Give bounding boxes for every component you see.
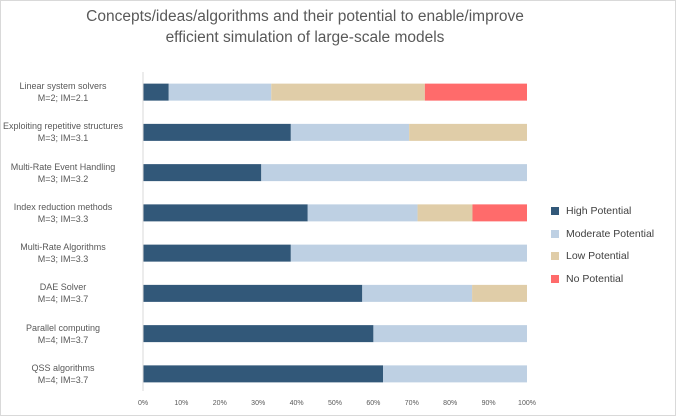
- category-label: Parallel computing M=4; IM=3.7: [0, 322, 133, 346]
- x-tick-label: 80%: [443, 400, 458, 407]
- legend-swatch: [551, 252, 559, 261]
- category-stats: M=4; IM=3.7: [37, 374, 89, 385]
- legend-swatch: [551, 274, 559, 283]
- legend-item: No Potential: [551, 268, 654, 291]
- bar-segment-high-potential-3: [143, 204, 308, 222]
- bar-segment-moderate-potential-0: [168, 83, 272, 101]
- x-tick-label: 10%: [174, 400, 189, 407]
- category-stats: M=3; IM=3.2: [37, 173, 89, 184]
- x-tick-label: 70%: [404, 400, 419, 407]
- legend-item: High Potential: [551, 200, 654, 223]
- bar-segment-low-potential-1: [409, 123, 527, 141]
- category-stats: M=4; IM=3.7: [37, 294, 89, 305]
- category-stats: M=2; IM=2.1: [37, 93, 89, 104]
- bar-segment-high-potential-0: [143, 83, 169, 101]
- category-name: Linear system solvers: [19, 81, 107, 92]
- x-tick-label: 60%: [366, 400, 381, 407]
- bar-segment-moderate-potential-7: [383, 365, 527, 383]
- bar-segment-moderate-potential-5: [362, 284, 473, 302]
- x-tick-label: 40%: [289, 400, 304, 407]
- legend-label: Low Potential: [566, 250, 630, 263]
- x-tick-label: 20%: [212, 400, 227, 407]
- category-name: Index reduction methods: [13, 201, 113, 212]
- category-label: Index reduction methods M=3; IM=3.3: [0, 201, 133, 225]
- bar-segment-low-potential-3: [417, 204, 473, 222]
- x-tick-label: 30%: [251, 400, 266, 407]
- category-label: DAE Solver M=4; IM=3.7: [0, 281, 133, 305]
- category-label: QSS algorithms M=4; IM=3.7: [0, 362, 133, 386]
- legend-item: Low Potential: [551, 245, 654, 268]
- bar-segment-high-potential-6: [143, 325, 374, 343]
- bar-segment-moderate-potential-4: [290, 244, 527, 262]
- x-tick-label: 50%: [327, 400, 342, 407]
- category-label: Exploiting repetitive structures M=3; IM=…: [0, 120, 133, 144]
- category-stats: M=3; IM=3.3: [37, 254, 89, 265]
- x-tick-label: 0%: [137, 400, 149, 407]
- legend-swatch: [551, 229, 559, 238]
- chart-title: Concepts/ideas/algorithms and their pote…: [86, 8, 524, 46]
- bar-segment-high-potential-5: [143, 284, 363, 302]
- category-stats: M=3; IM=3.1: [37, 133, 89, 144]
- bar-segment-no-potential-0: [424, 83, 527, 101]
- category-name: Multi-Rate Algorithms: [20, 242, 106, 253]
- bar-segment-moderate-potential-3: [307, 204, 418, 222]
- legend-swatch: [551, 207, 559, 216]
- category-name: Parallel computing: [25, 322, 101, 333]
- x-tick-label: 90%: [481, 400, 496, 407]
- category-label: Multi-Rate Event Handling M=3; IM=3.2: [0, 161, 133, 185]
- bar-segment-low-potential-5: [472, 284, 527, 302]
- category-name: Multi-Rate Event Handling: [10, 161, 116, 172]
- bar-segment-high-potential-7: [143, 365, 383, 383]
- category-stats: M=3; IM=3.3: [37, 213, 89, 224]
- x-tick-label: 100%: [518, 400, 536, 407]
- bar-segment-high-potential-4: [143, 244, 291, 262]
- category-stats: M=4; IM=3.7: [37, 334, 89, 345]
- bar-segment-moderate-potential-2: [261, 164, 527, 182]
- category-name: DAE Solver: [39, 282, 87, 293]
- category-label: Multi-Rate Algorithms M=3; IM=3.3: [0, 241, 133, 265]
- legend-label: No Potential: [566, 272, 624, 285]
- bar-segment-low-potential-0: [271, 83, 425, 101]
- legend-label: High Potential: [566, 205, 632, 218]
- chart-legend: High Potential Moderate Potential Low Pote…: [551, 200, 654, 290]
- category-name: QSS algorithms: [31, 362, 95, 373]
- legend-label: Moderate Potential: [566, 227, 655, 240]
- bar-segment-high-potential-2: [143, 164, 262, 182]
- bar-segment-high-potential-1: [143, 123, 291, 141]
- category-label: Linear system solvers M=2; IM=2.1: [0, 80, 133, 104]
- category-name: Exploiting repetitive structures: [2, 121, 124, 132]
- bar-segment-no-potential-3: [472, 204, 527, 222]
- bar-segment-moderate-potential-1: [290, 123, 410, 141]
- bar-segment-moderate-potential-6: [373, 325, 527, 343]
- legend-item: Moderate Potential: [551, 223, 654, 246]
